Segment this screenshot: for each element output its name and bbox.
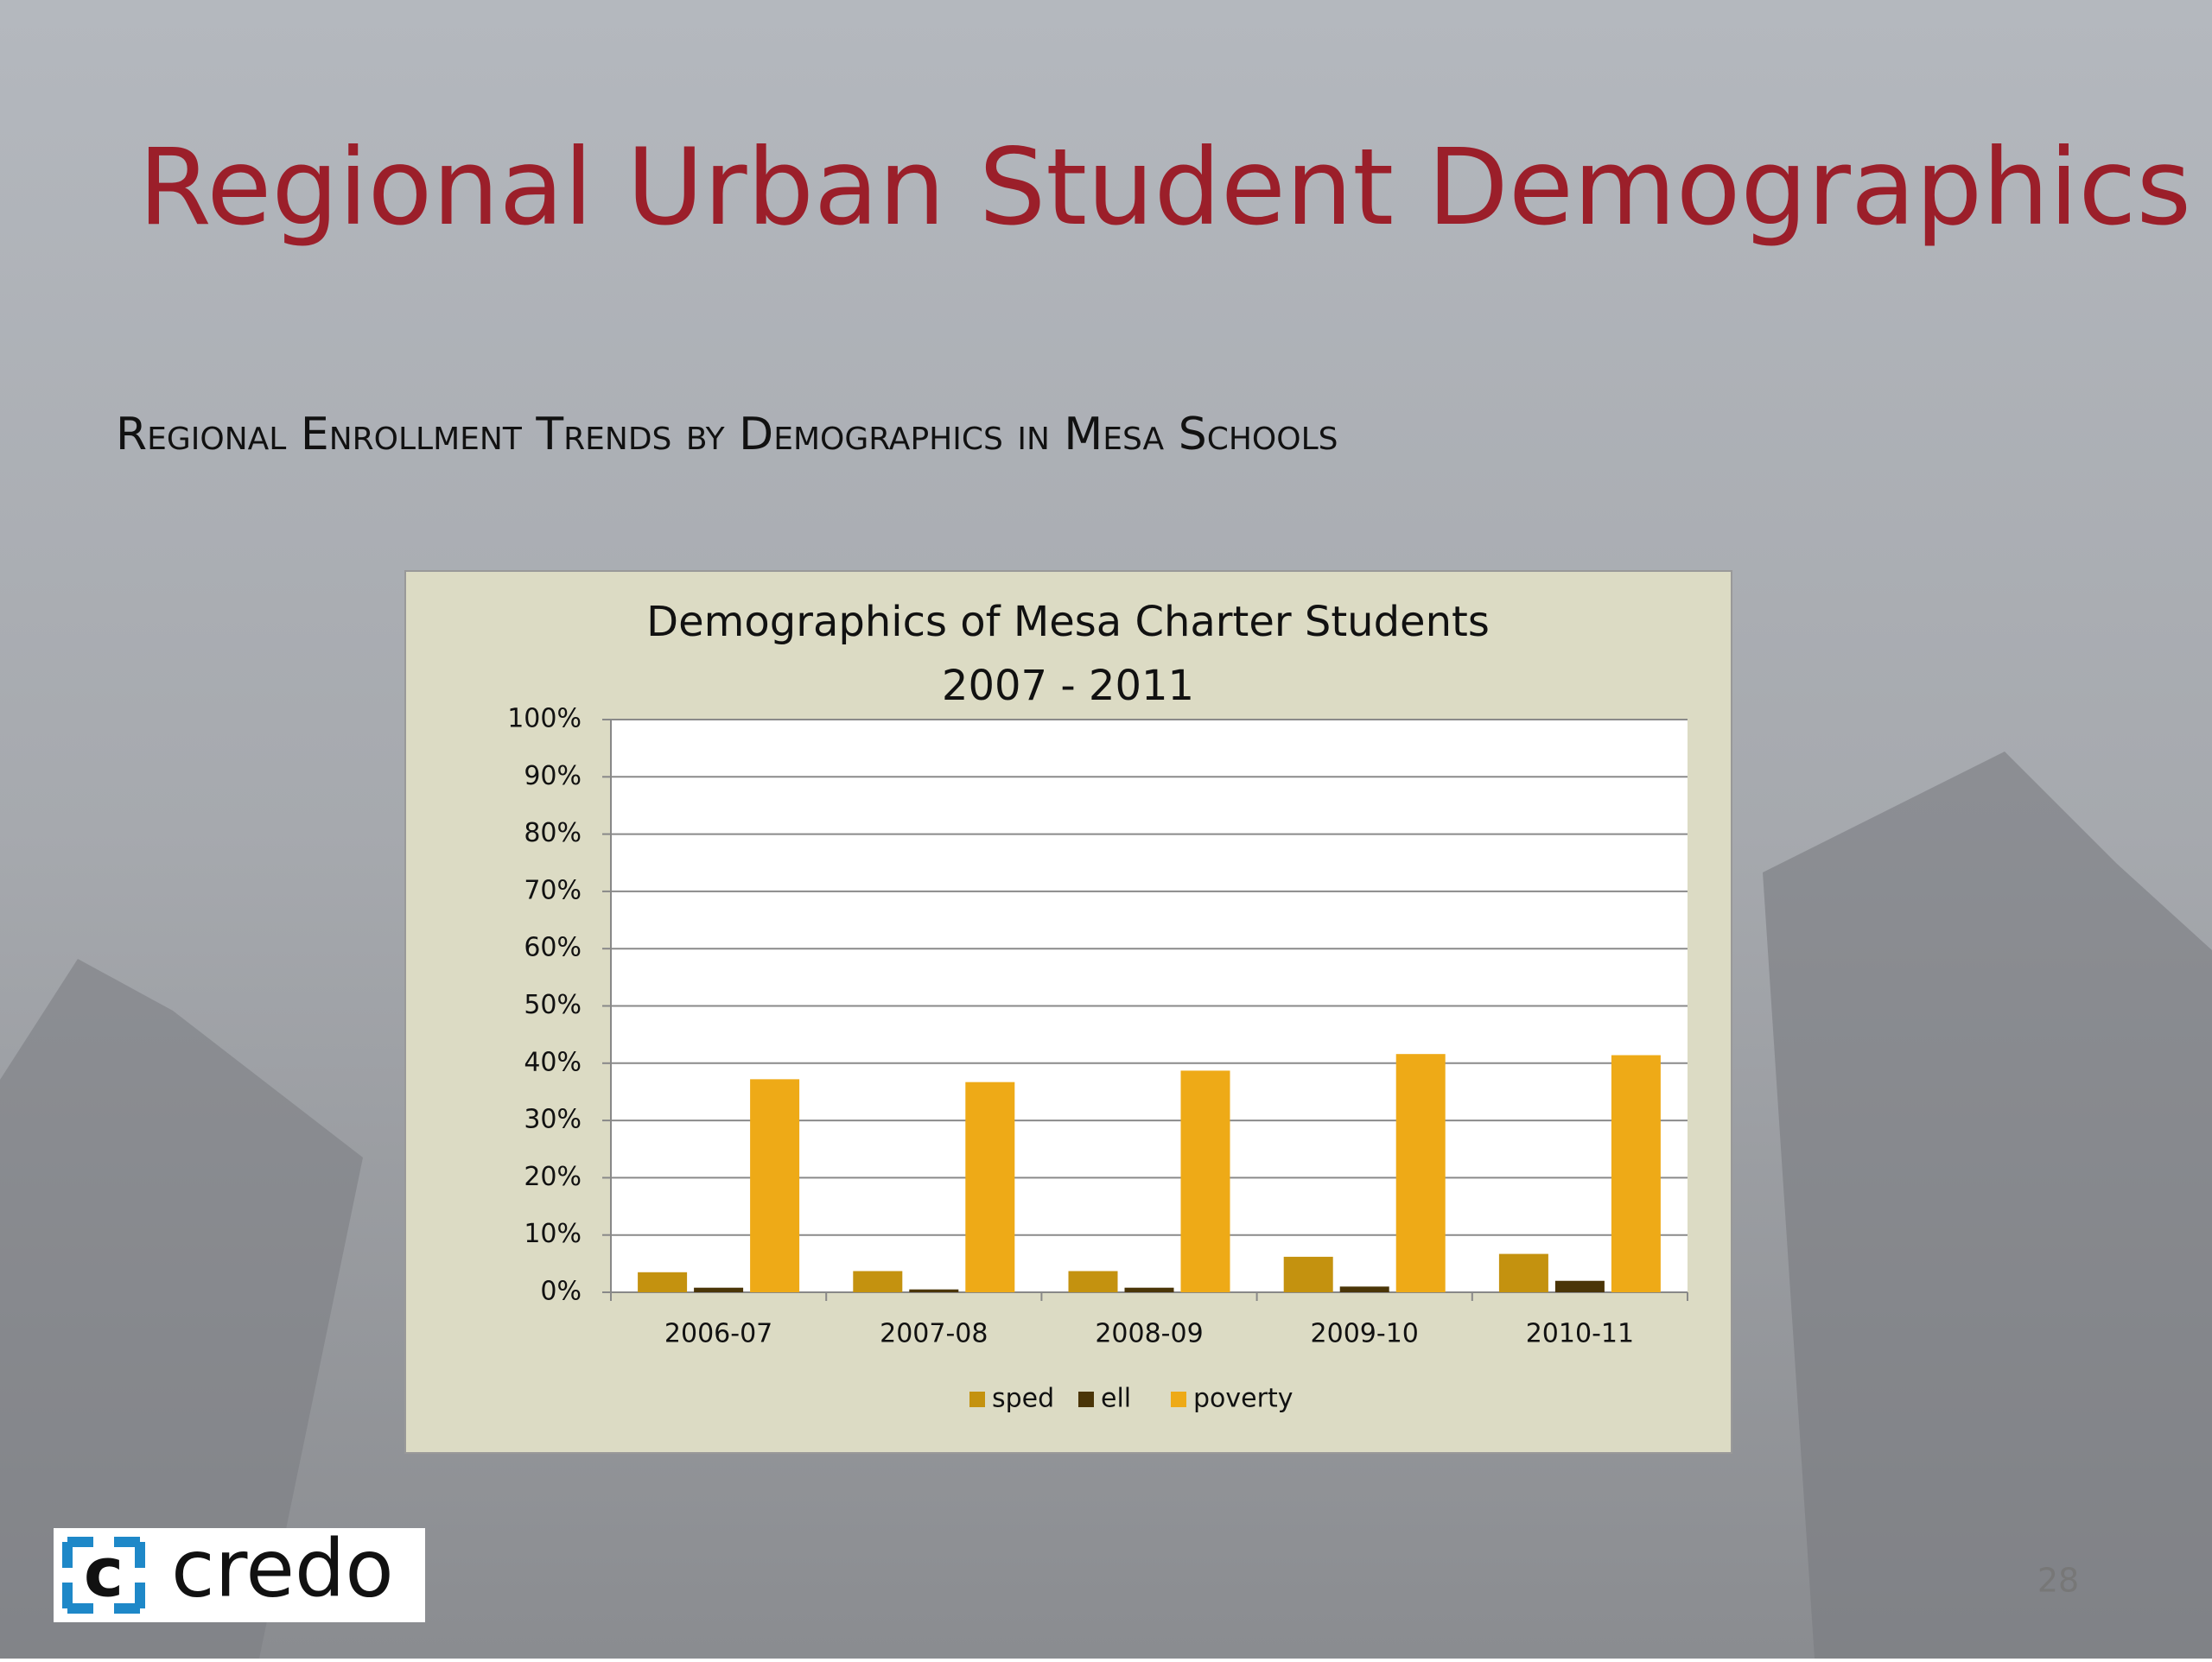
bar xyxy=(1554,1280,1605,1292)
y-tick-label: 60% xyxy=(524,933,582,963)
slide-title: Regional Urban Student Demographics xyxy=(138,126,2191,249)
bar xyxy=(1124,1287,1174,1292)
y-tick-label: 10% xyxy=(524,1219,582,1249)
bar xyxy=(1339,1286,1389,1292)
chart-title: Demographics of Mesa Charter Students xyxy=(646,598,1490,646)
x-tick-label: 2010-11 xyxy=(1526,1319,1634,1349)
y-tick-label: 70% xyxy=(524,875,582,905)
y-tick-label: 20% xyxy=(524,1162,582,1192)
building xyxy=(1763,752,2212,1659)
bar xyxy=(965,1082,1015,1292)
y-tick-label: 0% xyxy=(540,1277,582,1307)
bar xyxy=(638,1272,688,1292)
y-tick-label: 90% xyxy=(524,761,582,791)
x-tick-label: 2009-10 xyxy=(1311,1319,1419,1349)
logo-text: credo xyxy=(171,1522,394,1614)
x-tick-label: 2006-07 xyxy=(664,1319,772,1349)
bar xyxy=(909,1289,959,1292)
y-tick-label: 50% xyxy=(524,990,582,1020)
bar xyxy=(1395,1054,1446,1292)
y-tick-label: 30% xyxy=(524,1105,582,1135)
chart: Demographics of Mesa Charter Students 200… xyxy=(507,598,1688,1414)
x-tick-label: 2007-08 xyxy=(880,1319,988,1349)
legend-swatch xyxy=(1078,1392,1094,1407)
logo-icon xyxy=(62,1537,145,1614)
slide-subtitle: Regional Enrollment Trends by Demographi… xyxy=(116,409,1338,460)
x-tick-label: 2008-09 xyxy=(1095,1319,1203,1349)
bar xyxy=(1180,1070,1230,1292)
legend-swatch xyxy=(969,1392,985,1407)
legend-swatch xyxy=(1171,1392,1186,1407)
bar xyxy=(1611,1055,1661,1292)
bar xyxy=(1283,1256,1333,1292)
bar xyxy=(694,1287,744,1292)
bar xyxy=(853,1271,903,1292)
logo-mark: c xyxy=(84,1534,124,1612)
y-tick-label: 100% xyxy=(507,704,582,734)
page-number: 28 xyxy=(2037,1562,2079,1600)
bar xyxy=(1498,1253,1548,1292)
building xyxy=(0,959,363,1659)
legend-label: poverty xyxy=(1193,1384,1293,1414)
chart-title: 2007 - 2011 xyxy=(942,662,1194,710)
y-tick-label: 80% xyxy=(524,818,582,848)
legend-label: sped xyxy=(992,1384,1054,1414)
y-tick-label: 40% xyxy=(524,1047,582,1077)
bar xyxy=(1068,1271,1118,1292)
legend-label: ell xyxy=(1101,1384,1131,1414)
bar xyxy=(750,1079,800,1292)
